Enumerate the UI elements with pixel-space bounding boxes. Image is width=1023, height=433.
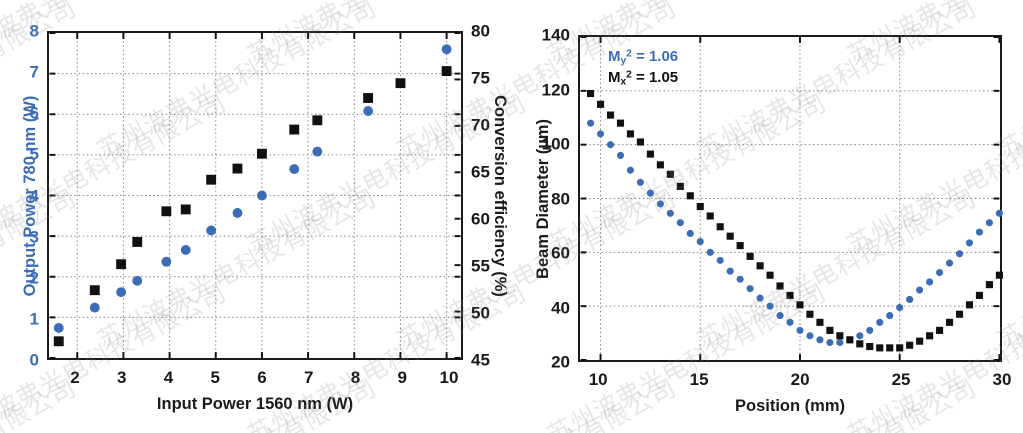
y-right-tick-label-60: 60	[471, 209, 490, 229]
y-tick-label-0: 0	[29, 350, 39, 370]
y-tick-label-7: 7	[29, 62, 39, 82]
grid-lines	[580, 37, 1000, 360]
x-tick-label-2: 2	[70, 368, 80, 387]
y-tick-label-100: 100	[541, 134, 570, 154]
y-tick-label-8: 8	[29, 21, 39, 41]
x-tick-label-8: 8	[350, 368, 361, 387]
y-right-tick-label-45: 45	[471, 350, 490, 370]
left-y-axis-title: Output Power 780 nm (W)	[21, 95, 39, 296]
y-tick-label-80: 80	[551, 189, 570, 208]
series-0-markers	[53, 44, 452, 333]
y-tick-label-3: 3	[29, 227, 39, 247]
m-squared-annotation: My2 = 1.06 Mx2 = 1.05	[608, 47, 678, 90]
y-right-tick-label-55: 55	[471, 256, 490, 276]
y-tick-label-2: 2	[29, 268, 39, 288]
y-tick-label-60: 60	[551, 243, 570, 263]
x-tick-label-3: 3	[117, 368, 127, 387]
right-plot-canvas	[580, 36, 1003, 361]
y-tick-label-40: 40	[551, 298, 570, 317]
right-y-axis-title: Beam Diameter (µm)	[534, 118, 552, 279]
x-tick-label-15: 15	[689, 370, 709, 389]
y-tick-label-6: 6	[29, 103, 39, 123]
y-tick-label-140: 140	[541, 25, 570, 45]
y-tick-label-20: 20	[551, 352, 570, 372]
series-0-markers	[587, 119, 1003, 347]
x-tick-label-20: 20	[790, 370, 810, 389]
x-tick-label-4: 4	[163, 368, 174, 387]
y-right-tick-label-75: 75	[471, 68, 490, 88]
x-tick-label-25: 25	[891, 370, 911, 389]
left-plot-canvas	[49, 32, 461, 359]
y-right-tick-label-80: 80	[471, 21, 490, 41]
right-plot-area	[578, 35, 1003, 362]
x-tick-label-10: 10	[439, 368, 459, 387]
series-1-markers	[587, 89, 1003, 352]
tick-marks	[49, 32, 461, 359]
annotation-row-1: Mx2 = 1.05	[608, 69, 679, 88]
y-tick-label-1: 1	[29, 309, 39, 329]
left-x-axis-title: Input Power 1560 nm (W)	[156, 395, 354, 413]
tick-marks	[580, 36, 1001, 361]
left-y-axis-right-title: Conversion efficiency (%)	[491, 94, 509, 297]
y-right-tick-label-65: 65	[471, 162, 490, 182]
left-chart-panel: 2 3 4 5 6 7 8 9 10 0 1 2 3 4 5 6 7 8 45 50 55 60 65 70 75 80 Outp…	[21, 21, 509, 413]
y-right-tick-label-70: 70	[471, 115, 490, 135]
right-chart-panel: 10 15 20 25 30 20 40 60 80 100 120 140 My2 = 1.06 Mx…	[511, 0, 1023, 433]
x-tick-label-6: 6	[257, 368, 267, 387]
x-tick-label-10: 10	[588, 370, 608, 389]
x-tick-label-9: 9	[397, 368, 407, 387]
y-tick-label-5: 5	[29, 144, 39, 164]
left-plot-area	[47, 31, 463, 360]
x-tick-label-5: 5	[210, 368, 220, 387]
y-right-tick-label-50: 50	[471, 303, 490, 323]
annotation-row-0: My2 = 1.06	[608, 48, 679, 67]
series-1-markers	[53, 66, 452, 347]
x-tick-label-30: 30	[992, 370, 1012, 389]
y-tick-label-120: 120	[541, 80, 570, 99]
right-x-axis-title: Position (mm)	[735, 397, 845, 415]
x-tick-label-7: 7	[304, 368, 314, 387]
y-tick-label-4: 4	[29, 186, 39, 205]
